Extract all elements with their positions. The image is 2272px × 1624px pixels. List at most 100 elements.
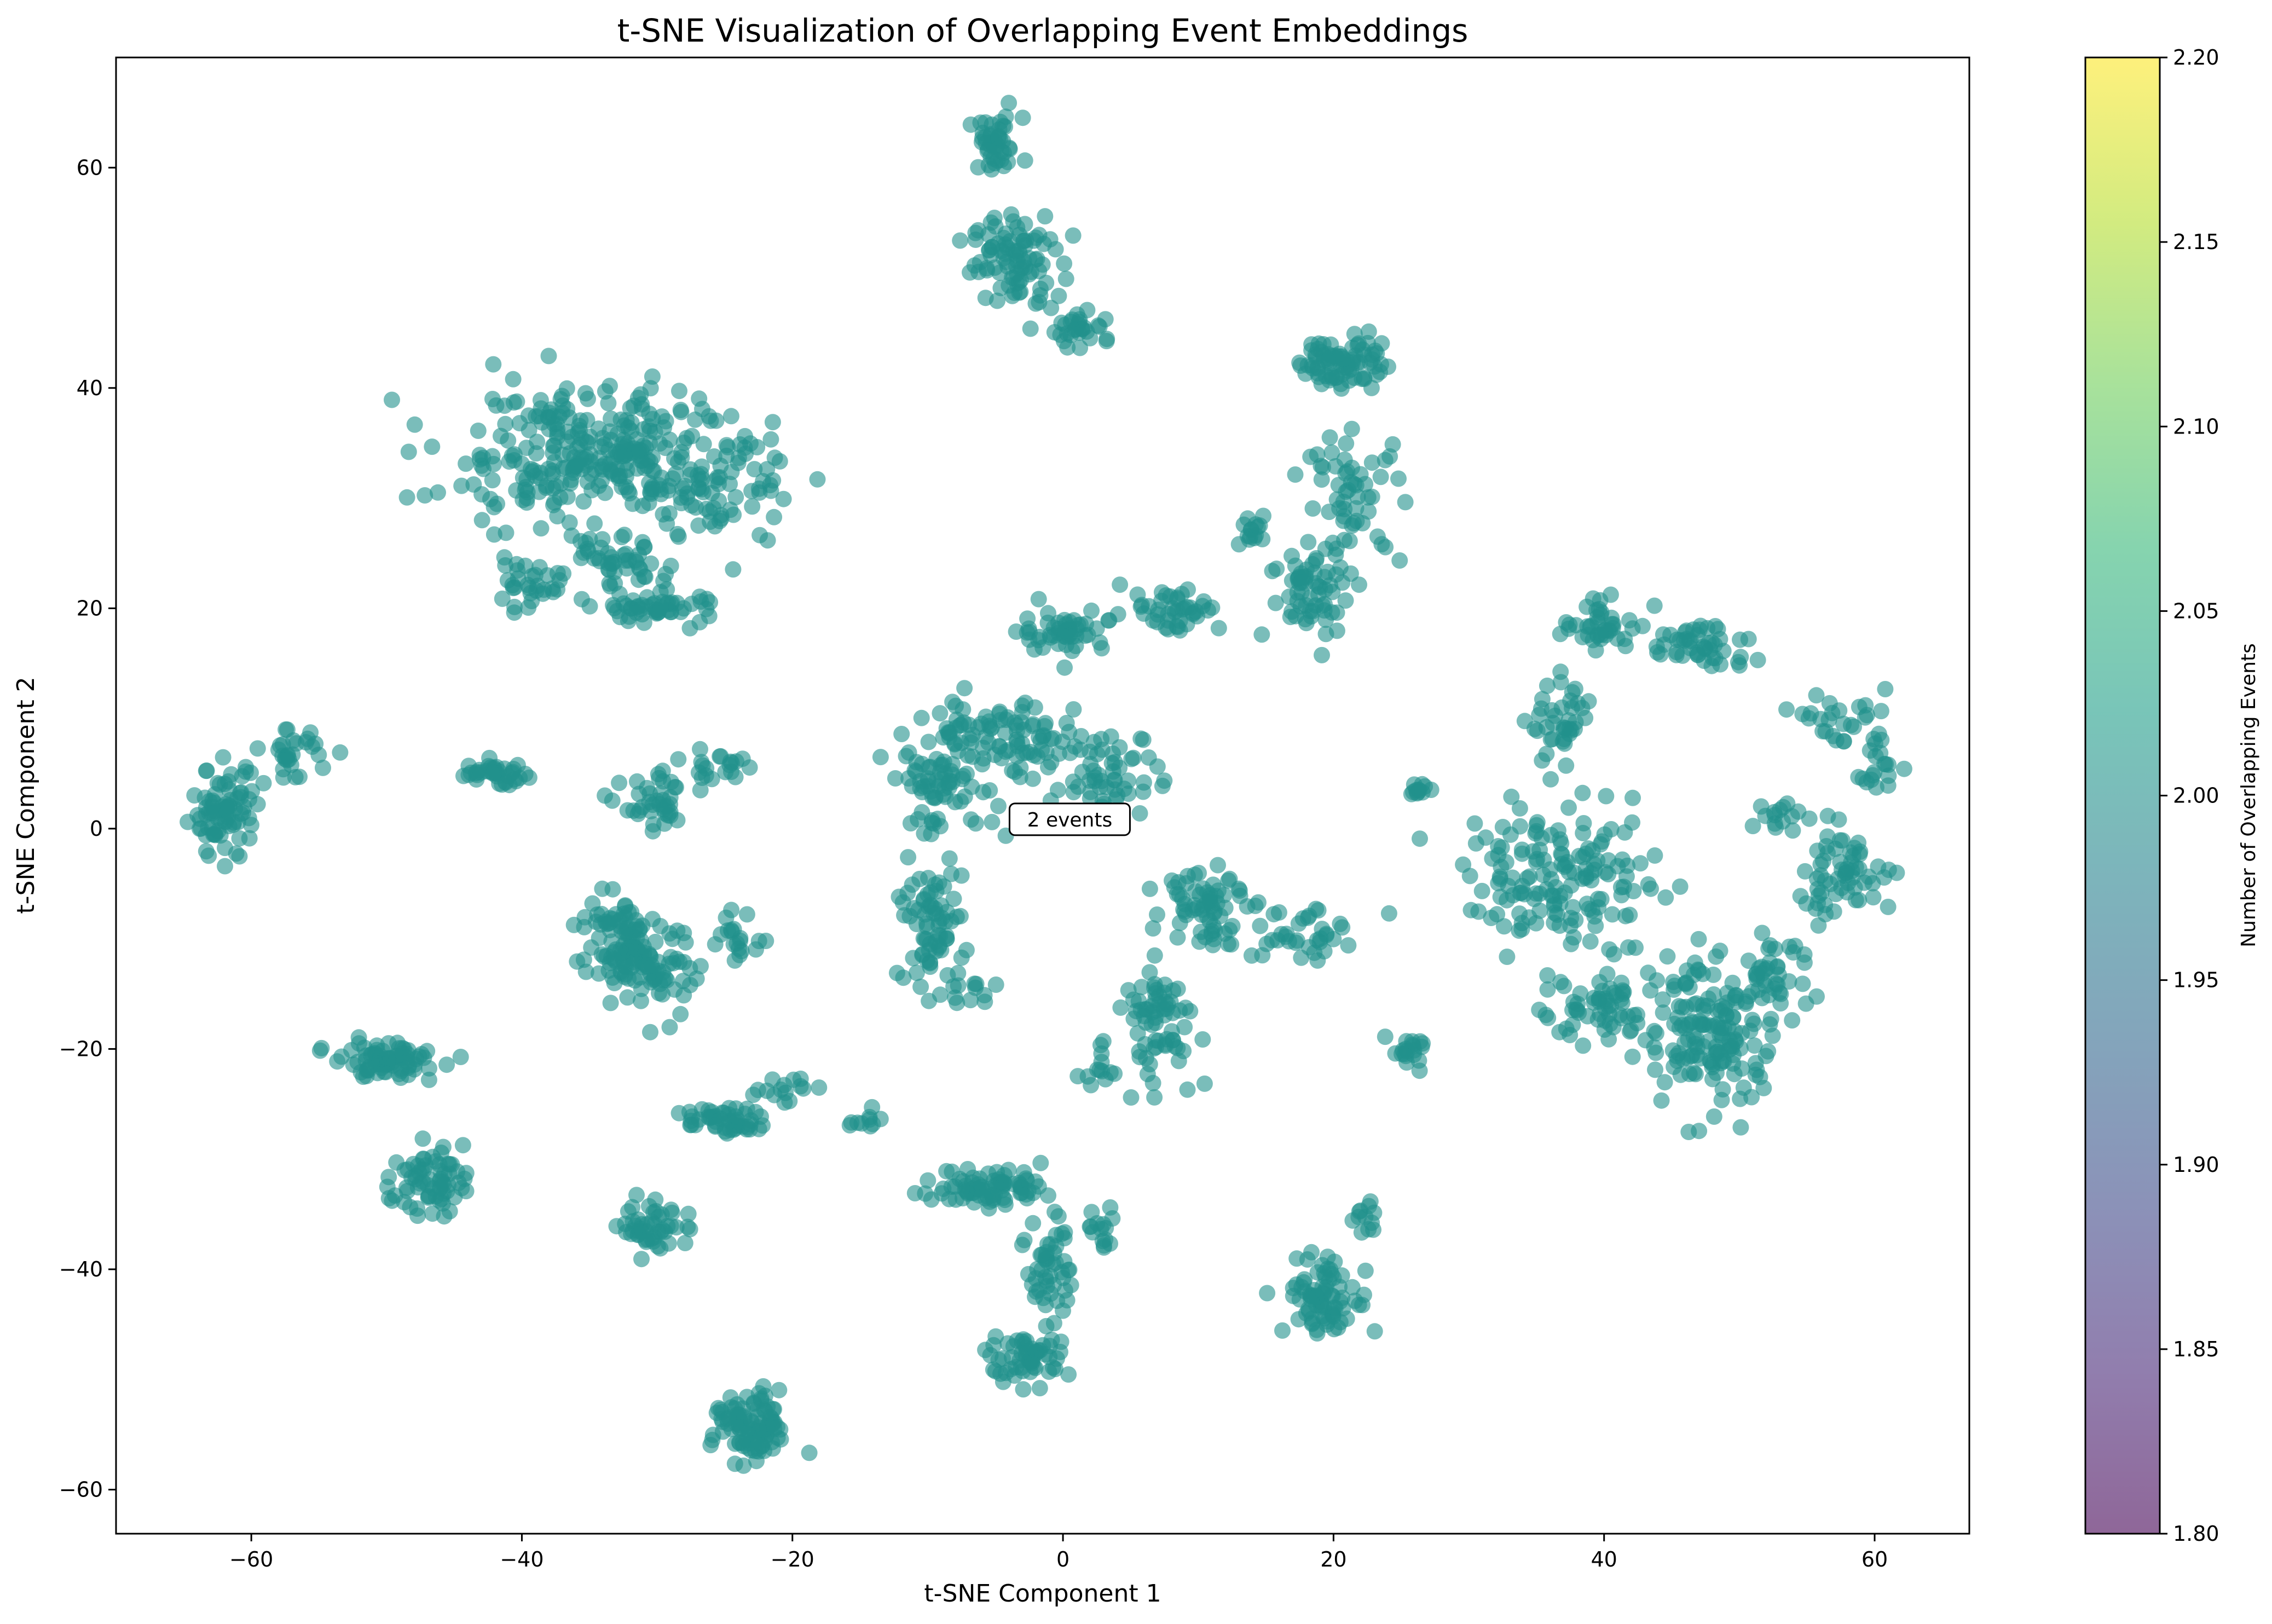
scatter-point — [1106, 781, 1123, 798]
colorbar-tick-label: 1.85 — [2173, 1337, 2219, 1361]
scatter-point — [933, 771, 950, 788]
scatter-point — [1320, 352, 1337, 369]
scatter-point — [1056, 255, 1073, 272]
scatter-point — [644, 368, 661, 385]
scatter-point — [1123, 750, 1140, 767]
scatter-point — [518, 440, 535, 456]
scatter-point — [1014, 109, 1031, 126]
scatter-point — [1625, 883, 1642, 899]
scatter-point — [1294, 569, 1311, 586]
scatter-point — [1012, 759, 1029, 776]
scatter-point — [1575, 1037, 1592, 1054]
scatter-point — [895, 969, 912, 986]
scatter-point — [1350, 335, 1367, 352]
scatter-point — [627, 1217, 644, 1234]
scatter-point — [233, 805, 250, 822]
scatter-point — [1872, 703, 1889, 720]
scatter-point — [1093, 1045, 1110, 1062]
scatter-point — [1088, 620, 1105, 637]
scatter-point — [611, 775, 628, 791]
scatter-point — [719, 922, 736, 939]
scatter-point — [1293, 584, 1310, 600]
scatter-point — [1149, 606, 1166, 623]
scatter-point — [1690, 961, 1707, 978]
annotation-box — [1008, 802, 1131, 836]
scatter-point — [1156, 772, 1173, 789]
scatter-point — [933, 941, 950, 958]
scatter-point — [921, 942, 938, 959]
scatter-point — [1037, 208, 1054, 225]
scatter-point — [242, 764, 259, 781]
scatter-point — [1065, 784, 1082, 801]
scatter-point — [1083, 602, 1100, 619]
scatter-point — [1380, 359, 1396, 375]
scatter-point — [1670, 1045, 1687, 1061]
scatter-point — [642, 1024, 658, 1041]
scatter-point — [766, 449, 783, 466]
scatter-point — [1558, 757, 1575, 774]
scatter-point — [692, 741, 708, 758]
scatter-point — [646, 1216, 663, 1233]
scatter-point — [887, 770, 904, 787]
scatter-point — [1857, 697, 1874, 714]
scatter-point — [1732, 1119, 1749, 1136]
scatter-point — [432, 1179, 449, 1196]
scatter-point — [957, 1177, 974, 1194]
scatter-point — [717, 764, 734, 781]
scatter-point — [704, 1426, 721, 1443]
colorbar-tick-label: 2.05 — [2173, 599, 2219, 623]
scatter-point — [1888, 864, 1905, 881]
scatter-point — [992, 712, 1009, 729]
scatter-point — [215, 749, 232, 766]
scatter-point — [540, 348, 557, 365]
scatter-point — [1287, 466, 1304, 483]
scatter-point — [1825, 903, 1842, 920]
scatter-point — [1526, 720, 1543, 737]
scatter-point — [1574, 784, 1591, 801]
scatter-point — [1047, 241, 1064, 258]
scatter-point — [1560, 799, 1577, 816]
scatter-point — [680, 1205, 697, 1222]
scatter-point — [1090, 317, 1107, 334]
scatter-point — [597, 787, 614, 804]
scatter-point — [1846, 718, 1862, 735]
scatter-point — [1363, 454, 1380, 471]
scatter-point — [1015, 1381, 1032, 1398]
scatter-point — [684, 427, 701, 444]
scatter-point — [1025, 770, 1041, 787]
scatter-point — [648, 601, 664, 618]
scatter-point — [1865, 889, 1882, 906]
scatter-point — [1065, 227, 1082, 244]
scatter-point — [750, 933, 767, 950]
x-tick-label: −40 — [500, 1547, 544, 1571]
scatter-point — [1563, 877, 1580, 894]
scatter-point — [1025, 1184, 1042, 1201]
colorbar-tick-label: 1.95 — [2173, 968, 2219, 992]
scatter-point — [967, 232, 984, 248]
scatter-point — [1348, 500, 1365, 517]
scatter-point — [1706, 1108, 1722, 1125]
scatter-point — [1210, 857, 1226, 874]
scatter-point — [1665, 974, 1682, 990]
scatter-point — [1012, 1176, 1029, 1193]
scatter-point — [1600, 866, 1617, 883]
scatter-point — [1040, 1187, 1056, 1204]
scatter-point — [682, 1117, 699, 1134]
scatter-point — [1557, 857, 1574, 874]
scatter-point — [1760, 940, 1777, 957]
scatter-point — [647, 933, 664, 950]
scatter-point — [1296, 1271, 1313, 1288]
x-tick-label: −60 — [229, 1547, 273, 1571]
scatter-point — [738, 906, 755, 923]
scatter-point — [1704, 1071, 1721, 1088]
scatter-point — [941, 850, 958, 867]
scatter-point — [1539, 981, 1556, 998]
scatter-point — [759, 1398, 776, 1415]
scatter-point — [1592, 592, 1609, 609]
scatter-point — [689, 467, 706, 484]
scatter-point — [384, 1192, 401, 1209]
scatter-point — [1032, 1154, 1049, 1171]
scatter-point — [561, 514, 578, 531]
scatter-point — [380, 1169, 397, 1186]
